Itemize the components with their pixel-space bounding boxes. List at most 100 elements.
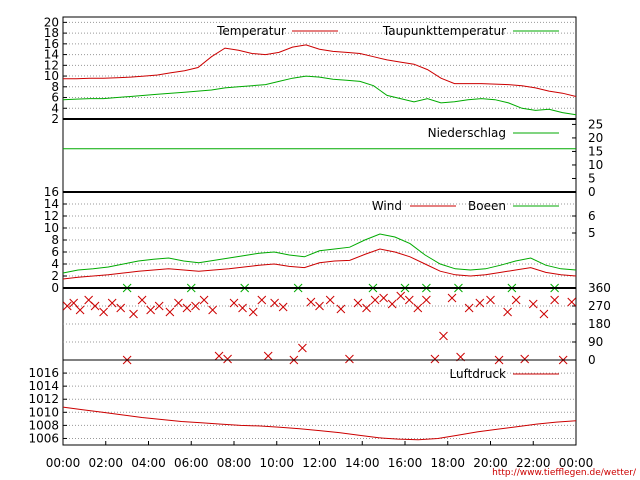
series-line-taupunkttemperatur: [62, 75, 577, 116]
direction-mark: [379, 293, 388, 303]
y-tick-label: 6: [51, 91, 59, 105]
direction-mark: [208, 305, 217, 315]
legend-label: Taupunkttemperatur: [382, 24, 506, 38]
direction-mark: [270, 298, 279, 308]
x-tick-label: 10:00: [259, 456, 294, 470]
x-tick-label: 22:00: [516, 456, 551, 470]
direction-mark: [99, 307, 108, 317]
direction-mark: [387, 299, 397, 309]
legend-label: Temperatur: [216, 24, 286, 38]
x-tick-label: 06:00: [174, 456, 209, 470]
direction-mark: [191, 301, 200, 311]
direction-mark: [69, 298, 79, 308]
series-line-luftdruck: [62, 406, 577, 441]
direction-mark: [464, 303, 474, 313]
x-tick-label: 04:00: [131, 456, 166, 470]
direction-mark: [447, 293, 457, 303]
y-tick-label: 1008: [28, 418, 59, 432]
direction-mark: [75, 305, 85, 315]
direction-mark: [325, 295, 335, 305]
y-tick-right-label: 0: [588, 185, 596, 199]
direction-mark: [214, 351, 224, 361]
y-tick-label: 20: [44, 15, 59, 29]
y-tick-label: 1012: [28, 392, 59, 406]
direction-mark: [62, 301, 72, 311]
x-tick-label: 08:00: [217, 456, 252, 470]
y-tick-right-label: 6: [588, 209, 596, 223]
y-tick-right-label: 10: [588, 158, 603, 172]
y-tick-label: 14: [44, 48, 59, 62]
direction-mark: [475, 298, 485, 308]
direction-mark: [146, 305, 155, 315]
y-tick-label: 10: [44, 221, 59, 235]
direction-mark: [413, 303, 423, 313]
direction-mark: [223, 354, 232, 364]
direction-mark: [404, 295, 414, 305]
direction-mark: [90, 301, 100, 311]
y-tick-label: 6: [51, 245, 59, 259]
y-tick-label: 4: [51, 257, 59, 271]
y-tick-right-label: 25: [588, 117, 603, 131]
direction-mark: [567, 297, 577, 307]
y-tick-right-label: 90: [588, 335, 603, 349]
x-tick-label: 16:00: [388, 456, 423, 470]
y-tick-label: 12: [44, 58, 59, 72]
series-line-wind: [62, 248, 577, 280]
y-tick-right-label: 360: [588, 281, 611, 295]
series-line-boeen: [62, 233, 577, 274]
y-tick-right-label: 5: [588, 171, 596, 185]
direction-mark: [229, 298, 239, 308]
y-tick-label: 1016: [28, 366, 59, 380]
direction-mark: [107, 298, 117, 308]
direction-mark: [306, 297, 316, 307]
direction-mark: [439, 331, 448, 341]
series-line-temperatur: [63, 44, 577, 97]
y-tick-label: 1006: [28, 431, 59, 445]
y-tick-right-label: 270: [588, 299, 611, 313]
direction-mark: [182, 303, 192, 313]
panel-frame: [62, 287, 577, 361]
y-tick-label: 1014: [28, 379, 59, 393]
direction-mark: [257, 295, 267, 305]
direction-mark: [278, 302, 288, 312]
direction-mark: [165, 307, 175, 317]
direction-mark: [486, 295, 495, 305]
direction-mark: [528, 299, 538, 309]
direction-mark: [430, 354, 440, 364]
y-tick-label: 2: [51, 269, 59, 283]
direction-mark: [129, 309, 138, 319]
y-tick-label: 16: [44, 37, 59, 51]
y-tick-label: 8: [51, 233, 59, 247]
direction-mark: [422, 295, 431, 305]
direction-mark: [238, 303, 247, 313]
direction-mark: [539, 309, 549, 319]
y-tick-label: 1010: [28, 405, 59, 419]
y-tick-label: 18: [44, 26, 59, 40]
direction-mark: [137, 295, 147, 305]
y-tick-right-label: 5: [588, 226, 596, 240]
direction-mark: [315, 301, 324, 311]
x-tick-label: 18:00: [430, 456, 465, 470]
legend-label: Wind: [372, 199, 402, 213]
x-tick-label: 00:00: [46, 456, 81, 470]
legend-label: Niederschlag: [428, 126, 506, 140]
direction-mark: [511, 295, 521, 305]
direction-mark: [116, 303, 126, 313]
direction-mark: [345, 354, 354, 364]
direction-mark: [298, 343, 307, 353]
x-tick-label: 20:00: [473, 456, 508, 470]
legend-label: Boeen: [468, 199, 506, 213]
y-tick-right-label: 180: [588, 317, 611, 331]
direction-mark: [503, 307, 512, 317]
direction-mark: [550, 295, 559, 305]
legend-label: Luftdruck: [449, 367, 506, 381]
y-tick-right-label: 20: [588, 131, 603, 145]
direction-mark: [520, 354, 530, 364]
direction-mark: [362, 303, 371, 313]
y-tick-label: 16: [44, 185, 59, 199]
direction-mark: [396, 291, 406, 301]
direction-mark: [370, 295, 380, 305]
direction-mark: [199, 295, 209, 305]
